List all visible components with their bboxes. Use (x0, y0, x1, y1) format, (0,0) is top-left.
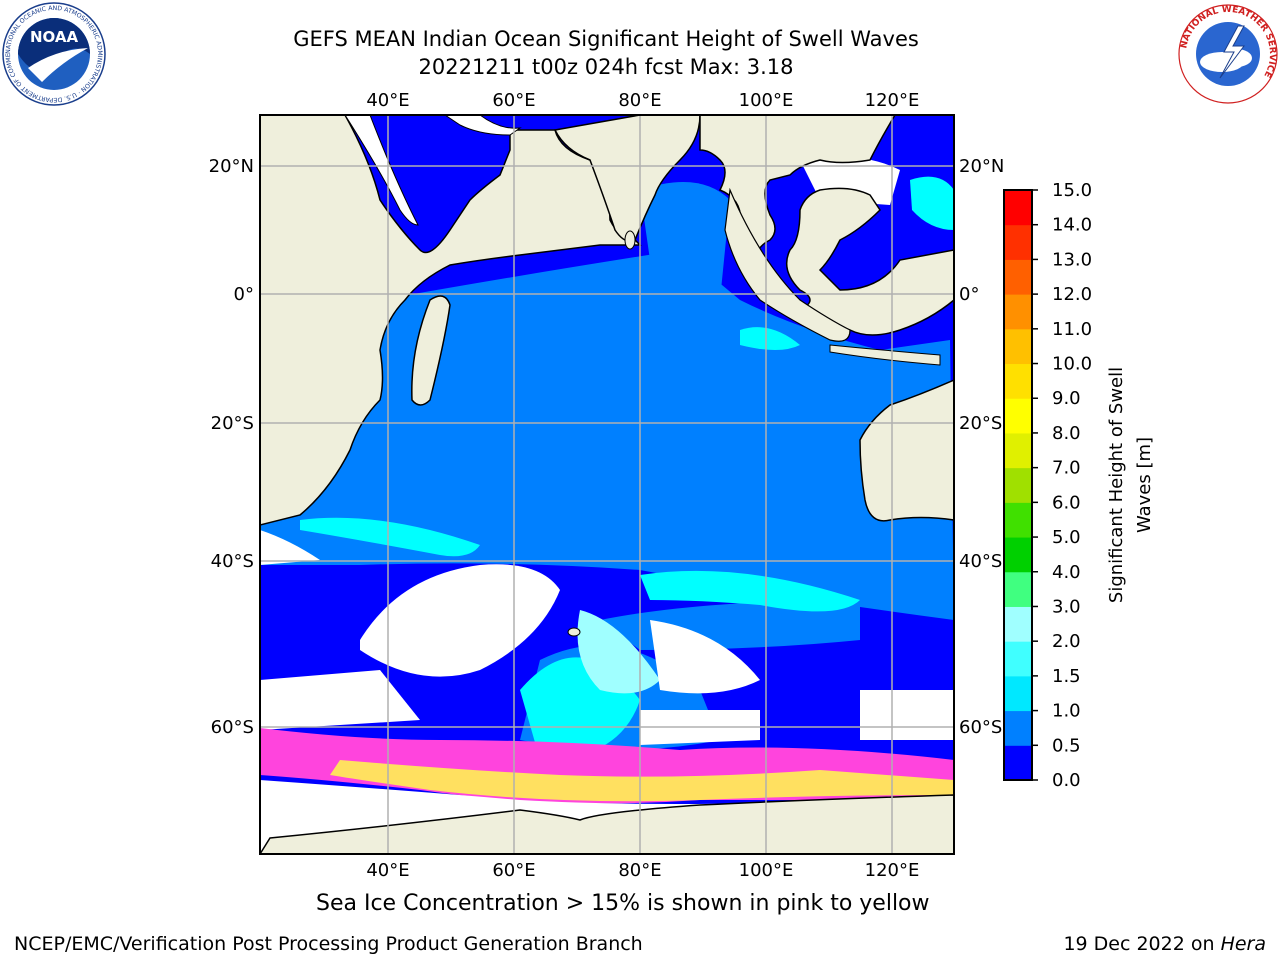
colorbar-tick-label: 13.0 (1052, 249, 1092, 270)
lat-label-left: 40°S (211, 551, 254, 572)
colorbar-frame (1003, 189, 1033, 781)
colorbar-segment (1004, 190, 1032, 226)
colorbar-tick-label: 8.0 (1052, 423, 1081, 444)
gridlines (260, 115, 954, 854)
sea-ice-note: Sea Ice Concentration > 15% is shown in … (316, 891, 930, 916)
colorbar-segment (1004, 606, 1032, 642)
swell-high-3 (740, 327, 800, 350)
lon-label-bottom: 120°E (865, 860, 920, 881)
colorbar-ticks: 0.0 0.5 1.0 1.5 2.0 3.0 4.0 5.0 6.0 7.0 8.0 9.0 10.0… (1032, 180, 1092, 791)
swell-high-2 (640, 570, 860, 612)
map-subtitle: 20221211 t00z 024h fcst Max: 3.18 (418, 55, 794, 79)
lat-label-left: 60°S (211, 717, 254, 738)
colorbar-segment (1004, 537, 1032, 573)
persian-gulf (444, 115, 522, 136)
lon-label-bottom: 100°E (739, 860, 794, 881)
lat-label-left: 20°S (211, 413, 254, 434)
colorbar (1003, 189, 1033, 781)
noaa-logo: NATIONAL OCEANIC AND ATMOSPHERIC ADMINIS… (2, 2, 106, 106)
producer-credit: NCEP/EMC/Verification Post Processing Pr… (14, 933, 643, 955)
colorbar-segment (1004, 675, 1032, 712)
colorbar-tick-label: 0.5 (1052, 735, 1081, 756)
lon-label-top: 100°E (739, 90, 794, 111)
colorbar-segment (1004, 745, 1032, 781)
lat-label-left: 0° (234, 284, 254, 305)
lon-label-top: 80°E (618, 90, 661, 111)
colorbar-segment (1004, 641, 1032, 677)
lon-label-bottom: 40°E (366, 860, 409, 881)
colorbar-tick-label: 14.0 (1052, 215, 1092, 236)
generation-date: 19 Dec 2022 on Hera (1063, 933, 1266, 955)
colorbar-tick-label: 10.0 (1052, 354, 1092, 375)
lat-label-right: 0° (959, 284, 979, 305)
colorbar-segment (1004, 467, 1032, 503)
sea-ice-high (330, 760, 954, 802)
map-frame (259, 114, 955, 855)
no-data-3 (260, 530, 320, 565)
lat-label-right: 20°S (959, 413, 1002, 434)
date-text: 19 Dec 2022 on (1063, 933, 1221, 955)
no-data-1 (360, 564, 560, 677)
colorbar-tick-label: 7.0 (1052, 458, 1081, 479)
colorbar-tick-label: 11.0 (1052, 319, 1092, 340)
colorbar-tick-label: 15.0 (1052, 180, 1092, 201)
nws-logo: NATIONAL WEATHER SERVICE (1178, 4, 1278, 104)
colorbar-label-line2: Waves [m] (1134, 437, 1155, 533)
lon-label-top: 60°E (492, 90, 535, 111)
map-title: GEFS MEAN Indian Ocean Significant Heigh… (293, 27, 919, 51)
colorbar-segment (1004, 710, 1032, 746)
colorbar-tick-label: 3.0 (1052, 596, 1081, 617)
lat-label-left: 20°N (209, 156, 254, 177)
colorbar-tick-label: 6.0 (1052, 492, 1081, 513)
swell-high-5 (910, 176, 954, 230)
colorbar-segment (1004, 398, 1032, 434)
colorbar-label-line1: Significant Height of Swell (1106, 367, 1127, 603)
lon-label-bottom: 60°E (492, 860, 535, 881)
colorbar-segment (1004, 259, 1032, 295)
lat-label-right: 40°S (959, 551, 1002, 572)
lon-label-top: 120°E (865, 90, 920, 111)
no-data-4 (260, 670, 420, 730)
colorbar-tick-label: 5.0 (1052, 527, 1081, 548)
colorbar-segment (1004, 294, 1032, 330)
lon-label-top: 40°E (366, 90, 409, 111)
colorbar-tick-label: 0.0 (1052, 770, 1081, 791)
colorbar-segment (1004, 328, 1032, 365)
colorbar-segment (1004, 363, 1032, 399)
kerguelen-island (567, 627, 581, 637)
lat-label-right: 60°S (959, 717, 1002, 738)
map-area (260, 115, 954, 854)
colorbar-segment (1004, 571, 1032, 607)
antarctica (260, 794, 954, 854)
australia (859, 379, 954, 522)
colorbar-segment (1004, 432, 1032, 469)
lon-label-bottom: 80°E (618, 860, 661, 881)
no-data-6 (860, 690, 954, 740)
colorbar-tick-label: 4.0 (1052, 562, 1081, 583)
swell-high-1 (300, 517, 480, 557)
swell-bay-of-bengal (640, 182, 730, 300)
colorbar-tick-label: 1.5 (1052, 666, 1081, 687)
colorbar-tick-label: 2.0 (1052, 631, 1081, 652)
sri-lanka (624, 230, 636, 250)
no-data-2 (650, 620, 760, 694)
lat-label-right: 20°N (959, 156, 1004, 177)
sumatra (724, 187, 851, 342)
java (829, 344, 941, 366)
colorbar-tick-label: 12.0 (1052, 284, 1092, 305)
colorbar-tick-label: 9.0 (1052, 388, 1081, 409)
colorbar-tick-label: 1.0 (1052, 701, 1081, 722)
madagascar (411, 295, 451, 406)
colorbar-segment (1004, 502, 1032, 538)
noaa-logo-text: NOAA (30, 28, 79, 46)
machine-name: Hera (1220, 933, 1266, 955)
colorbar-segment (1004, 224, 1032, 260)
